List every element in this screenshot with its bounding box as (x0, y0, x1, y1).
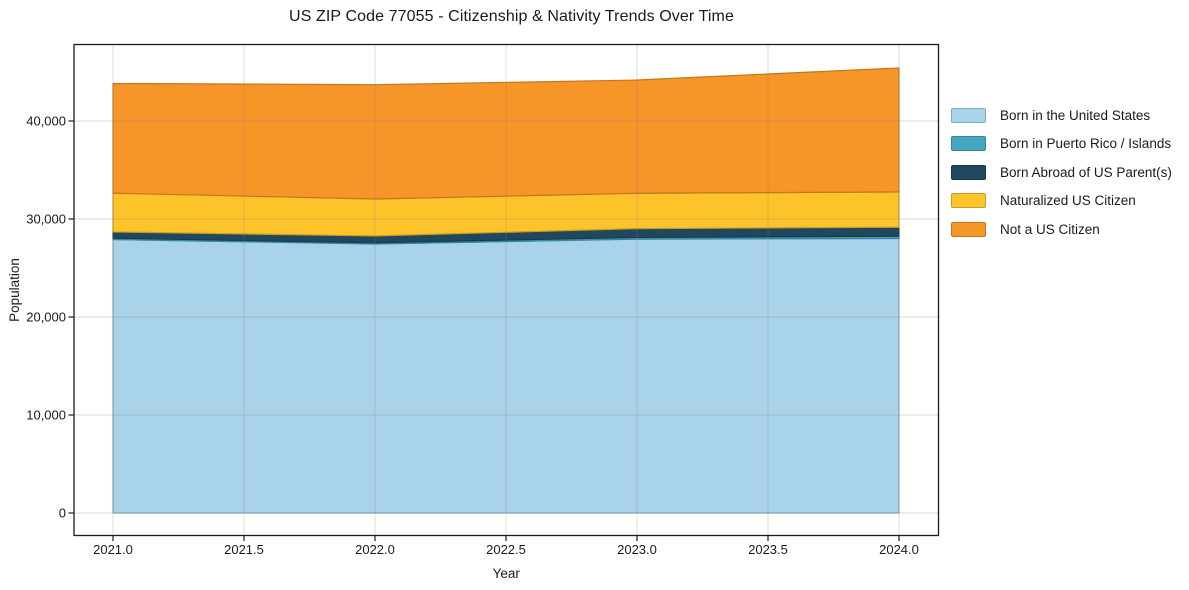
x-tick-label: 2023.0 (617, 542, 657, 557)
y-tick-label: 40,000 (26, 114, 66, 129)
x-tick-label: 2021.0 (93, 542, 133, 557)
legend-item-born-in-the-united-states: Born in the United States (951, 101, 1172, 130)
y-tick-label: 20,000 (26, 310, 66, 325)
legend-label: Naturalized US Citizen (1000, 193, 1136, 209)
legend-label: Born Abroad of US Parent(s) (1000, 164, 1172, 180)
x-tick-label: 2022.5 (486, 542, 526, 557)
legend-item-born-abroad-of-us-parent-s: Born Abroad of US Parent(s) (951, 158, 1172, 187)
legend-swatch-born-in-the-united-states (951, 107, 986, 123)
y-tick-label: 30,000 (26, 212, 66, 227)
area-not-a-us-citizen (112, 67, 900, 200)
y-axis-label: Population (7, 258, 22, 322)
y-tick-label: 10,000 (26, 408, 66, 423)
x-tick-label: 2022.0 (355, 542, 395, 557)
legend: Born in the United States Born in Puerto … (951, 101, 1172, 244)
legend-item-born-in-puerto-rico-islands: Born in Puerto Rico / Islands (951, 130, 1172, 159)
legend-swatch-naturalized-us-citizen (951, 193, 986, 209)
legend-swatch-born-in-puerto-rico-islands (951, 136, 986, 152)
x-axis-label: Year (493, 566, 521, 581)
x-tick-label: 2024.0 (879, 542, 919, 557)
legend-swatch-not-a-us-citizen (951, 221, 986, 237)
x-tick-label: 2023.5 (748, 542, 788, 557)
legend-label: Not a US Citizen (1000, 221, 1100, 237)
legend-item-not-a-us-citizen: Not a US Citizen (951, 215, 1172, 244)
x-tick-label: 2021.5 (224, 542, 264, 557)
legend-item-naturalized-us-citizen: Naturalized US Citizen (951, 187, 1172, 216)
y-tick-label: 0 (59, 506, 66, 521)
legend-label: Born in Puerto Rico / Islands (1000, 136, 1172, 152)
legend-swatch-born-abroad-of-us-parent-s (951, 164, 986, 180)
legend-label: Born in the United States (1000, 107, 1151, 123)
chart-title: US ZIP Code 77055 - Citizenship & Nativi… (289, 8, 734, 25)
